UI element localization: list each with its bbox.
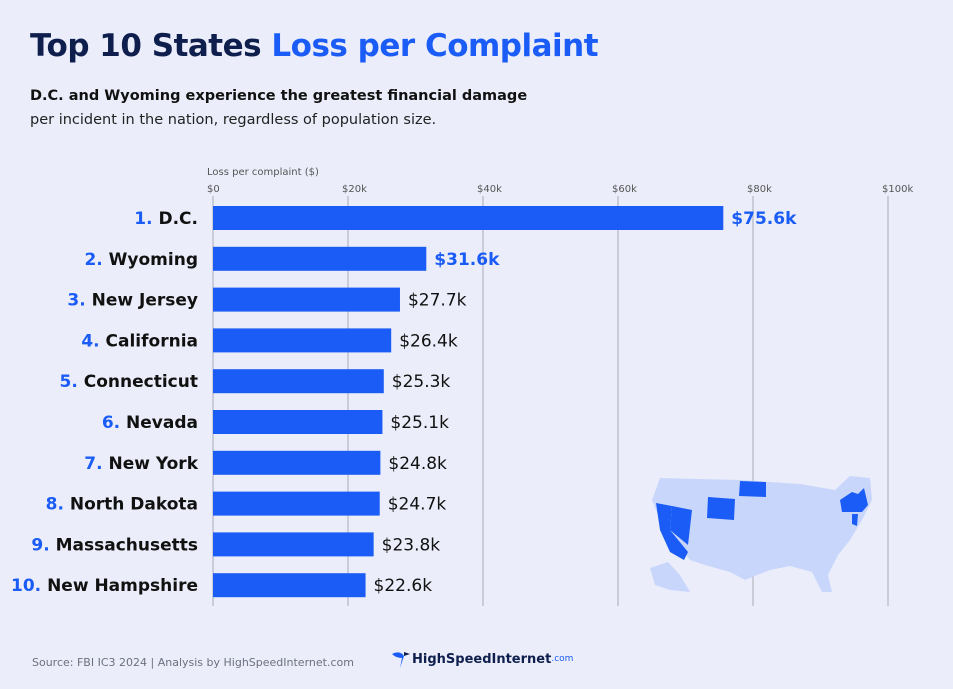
bar [213,246,427,271]
rank-label: 1. [134,209,158,229]
x-tick-label: $100k [882,184,913,195]
data-label: $22.6k [374,576,433,596]
data-label: $31.6k [434,250,500,270]
bar [213,328,392,353]
state-new-york [840,492,858,512]
category-label: 1. D.C. [134,209,198,229]
category-label: 8. North Dakota [46,495,198,515]
state-new-england [858,488,868,512]
state-name: New Jersey [92,291,198,311]
category-label: 3. New Jersey [67,291,198,311]
data-label: $23.8k [382,535,441,555]
x-tick-label: $0 [207,184,220,195]
logo: HighSpeedInternet .com [390,648,573,670]
rank-label: 8. [46,495,70,515]
state-name: North Dakota [70,495,198,515]
x-axis-label: Loss per complaint ($) [207,167,319,178]
state-name: Connecticut [84,372,198,392]
bar [213,206,724,230]
us-map [650,476,872,592]
rank-label: 10. [11,576,47,596]
category-label: 9. Massachusetts [31,535,198,555]
category-label: 5. Connecticut [60,372,198,392]
title-main: Top 10 States [30,28,262,64]
bar [213,450,381,475]
state-name: New Hampshire [47,576,198,596]
state-north-dakota [739,481,766,497]
data-label: $25.3k [392,372,451,392]
rank-label: 9. [31,535,55,555]
category-label: 10. New Hampshire [11,576,198,596]
state-name: D.C. [158,209,198,229]
rank-label: 3. [67,291,91,311]
data-label: $75.6k [731,209,797,229]
data-label: $24.7k [388,495,447,515]
subtitle: per incident in the nation, regardless o… [30,112,437,128]
data-label: $24.8k [388,454,447,474]
state-new-jersey [852,514,858,526]
bar [213,532,374,557]
x-tick-label: $80k [747,184,772,195]
logo-suffix: .com [551,654,574,664]
alaska [650,562,690,592]
bar [213,573,366,598]
data-label: $26.4k [399,331,458,351]
rank-label: 4. [81,331,105,351]
category-label: 7. New York [84,454,198,474]
data-label: $25.1k [390,413,449,433]
page-title: Top 10 States Loss per Complaint [30,28,599,64]
rank-label: 5. [60,372,84,392]
bar [213,410,383,434]
subtitle-bold: D.C. and Wyoming experience the greatest… [30,88,528,104]
category-label: 6. Nevada [102,413,198,433]
x-tick-label: $40k [477,184,502,195]
state-name: New York [109,454,199,474]
category-label: 4. California [81,331,198,351]
source-note: Source: FBI IC3 2024 | Analysis by HighS… [32,656,354,669]
title-accent: Loss per Complaint [271,28,599,64]
bar [213,369,384,394]
logo-text: HighSpeedInternet [412,651,552,667]
rank-label: 7. [84,454,108,474]
rank-label: 2. [84,250,108,270]
bar [213,287,400,312]
state-wyoming [707,497,735,520]
bar [213,491,380,516]
state-name: Massachusetts [56,535,198,555]
us-map-base [652,476,872,592]
data-label: $27.7k [408,291,467,311]
state-name: Nevada [126,413,198,433]
rank-label: 6. [102,413,126,433]
state-name: California [106,331,198,351]
state-nevada [670,506,692,545]
state-name: Wyoming [109,250,198,270]
x-tick-label: $60k [612,184,637,195]
state-california [656,503,688,560]
x-tick-label: $20k [342,184,367,195]
category-label: 2. Wyoming [84,250,198,270]
bird-logo-icon [392,652,410,668]
